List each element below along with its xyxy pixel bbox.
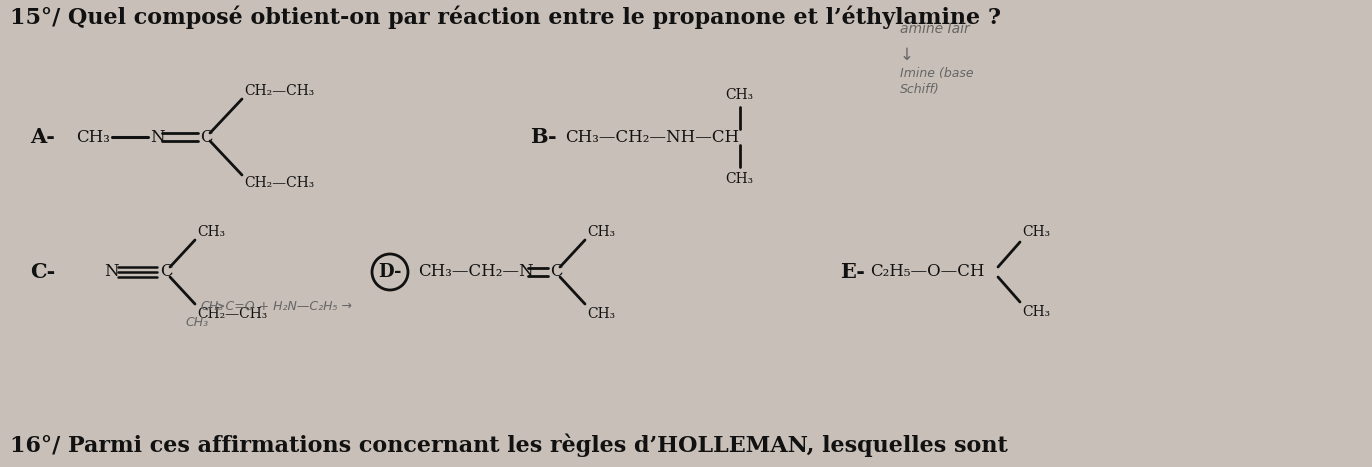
Text: CH₃—CH₂—NH—CH: CH₃—CH₂—NH—CH bbox=[565, 128, 740, 146]
Text: CH₂—CH₃: CH₂—CH₃ bbox=[244, 176, 314, 190]
Text: CH₂—CH₃: CH₂—CH₃ bbox=[244, 84, 314, 98]
Text: amine Iair: amine Iair bbox=[900, 22, 970, 36]
Text: D-: D- bbox=[379, 263, 402, 281]
Text: C: C bbox=[161, 263, 173, 281]
Text: A-: A- bbox=[30, 127, 55, 147]
Text: CH₃: CH₃ bbox=[75, 128, 110, 146]
Text: CH₃: CH₃ bbox=[200, 300, 224, 313]
Text: CH₃: CH₃ bbox=[1022, 225, 1050, 239]
Text: C-: C- bbox=[30, 262, 55, 282]
Text: C: C bbox=[200, 128, 213, 146]
Text: 16°/ Parmi ces affirmations concernant les règles d’HOLLEMAN, lesquelles sont: 16°/ Parmi ces affirmations concernant l… bbox=[10, 433, 1008, 457]
Text: N: N bbox=[104, 263, 118, 281]
Text: >C=O + H₂N—C₂H₅ →: >C=O + H₂N—C₂H₅ → bbox=[215, 300, 353, 313]
Text: B-: B- bbox=[530, 127, 557, 147]
Text: C₂H₅—O—CH: C₂H₅—O—CH bbox=[870, 263, 985, 281]
Text: Schiff): Schiff) bbox=[900, 83, 940, 95]
Text: CH₃—CH₂—N: CH₃—CH₂—N bbox=[418, 263, 534, 281]
Text: CH₃: CH₃ bbox=[587, 225, 615, 239]
Text: N: N bbox=[150, 128, 165, 146]
Text: CH₃: CH₃ bbox=[724, 172, 753, 186]
Text: CH₂—CH₃: CH₂—CH₃ bbox=[198, 307, 268, 321]
Text: E-: E- bbox=[840, 262, 864, 282]
Text: CH₃: CH₃ bbox=[587, 307, 615, 321]
Text: 15°/ Quel composé obtient-on par réaction entre le propanone et l’éthylamine ?: 15°/ Quel composé obtient-on par réactio… bbox=[10, 5, 1002, 29]
Text: Imine (base: Imine (base bbox=[900, 68, 974, 80]
Text: C: C bbox=[550, 263, 563, 281]
Text: ↓: ↓ bbox=[900, 46, 914, 64]
Text: CH₃: CH₃ bbox=[185, 317, 209, 330]
Text: CH₃: CH₃ bbox=[198, 225, 225, 239]
Text: CH₃: CH₃ bbox=[1022, 305, 1050, 319]
Text: CH₃: CH₃ bbox=[724, 88, 753, 102]
